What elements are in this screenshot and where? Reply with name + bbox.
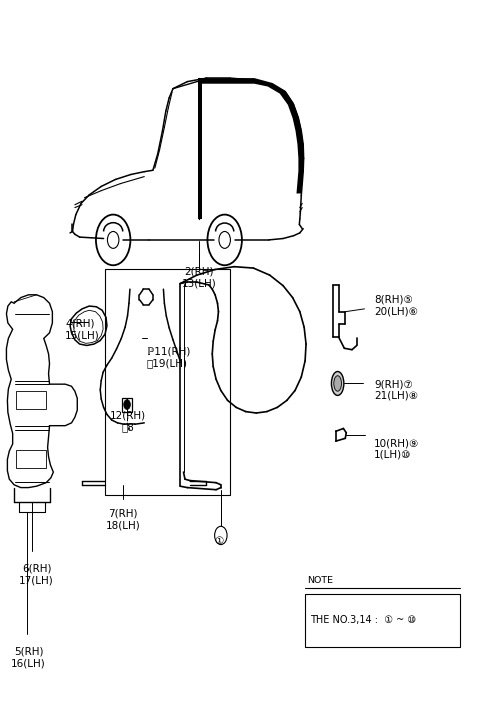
Bar [122, 398, 132, 412]
Text: 9(RH)⑦
21(LH)⑧: 9(RH)⑦ 21(LH)⑧ [374, 379, 418, 401]
Ellipse shape [331, 372, 344, 396]
Text: NOTE: NOTE [307, 577, 333, 585]
Bar [105, 269, 230, 495]
Polygon shape [199, 78, 304, 193]
Polygon shape [198, 78, 202, 219]
Ellipse shape [334, 376, 341, 391]
Text: 10(RH)⑨
1(LH)⑩: 10(RH)⑨ 1(LH)⑩ [374, 439, 419, 460]
Text: 12(RH)
⒈8: 12(RH) ⒈8 [109, 410, 145, 431]
Text: ①: ① [214, 536, 223, 546]
Bar [16, 391, 46, 409]
Bar [16, 450, 46, 468]
Text: THE NO.3,14 :  ① ~ ⑩: THE NO.3,14 : ① ~ ⑩ [311, 615, 417, 625]
Circle shape [124, 400, 131, 410]
Text: 5(RH)
16(LH): 5(RH) 16(LH) [11, 646, 46, 668]
Text: ℙ11(RH)
㆒19(LH): ℙ11(RH) ㆒19(LH) [147, 347, 190, 369]
Text: 8(RH)⑤
20(LH)⑥: 8(RH)⑤ 20(LH)⑥ [374, 295, 418, 317]
Text: 4(RH)
15(LH): 4(RH) 15(LH) [65, 319, 100, 341]
Text: 6(RH)
17(LH): 6(RH) 17(LH) [19, 563, 54, 585]
Text: 2(RH)
13(LH): 2(RH) 13(LH) [182, 266, 216, 288]
Text: 7(RH)
18(LH): 7(RH) 18(LH) [106, 509, 140, 530]
Bar [305, 594, 460, 646]
